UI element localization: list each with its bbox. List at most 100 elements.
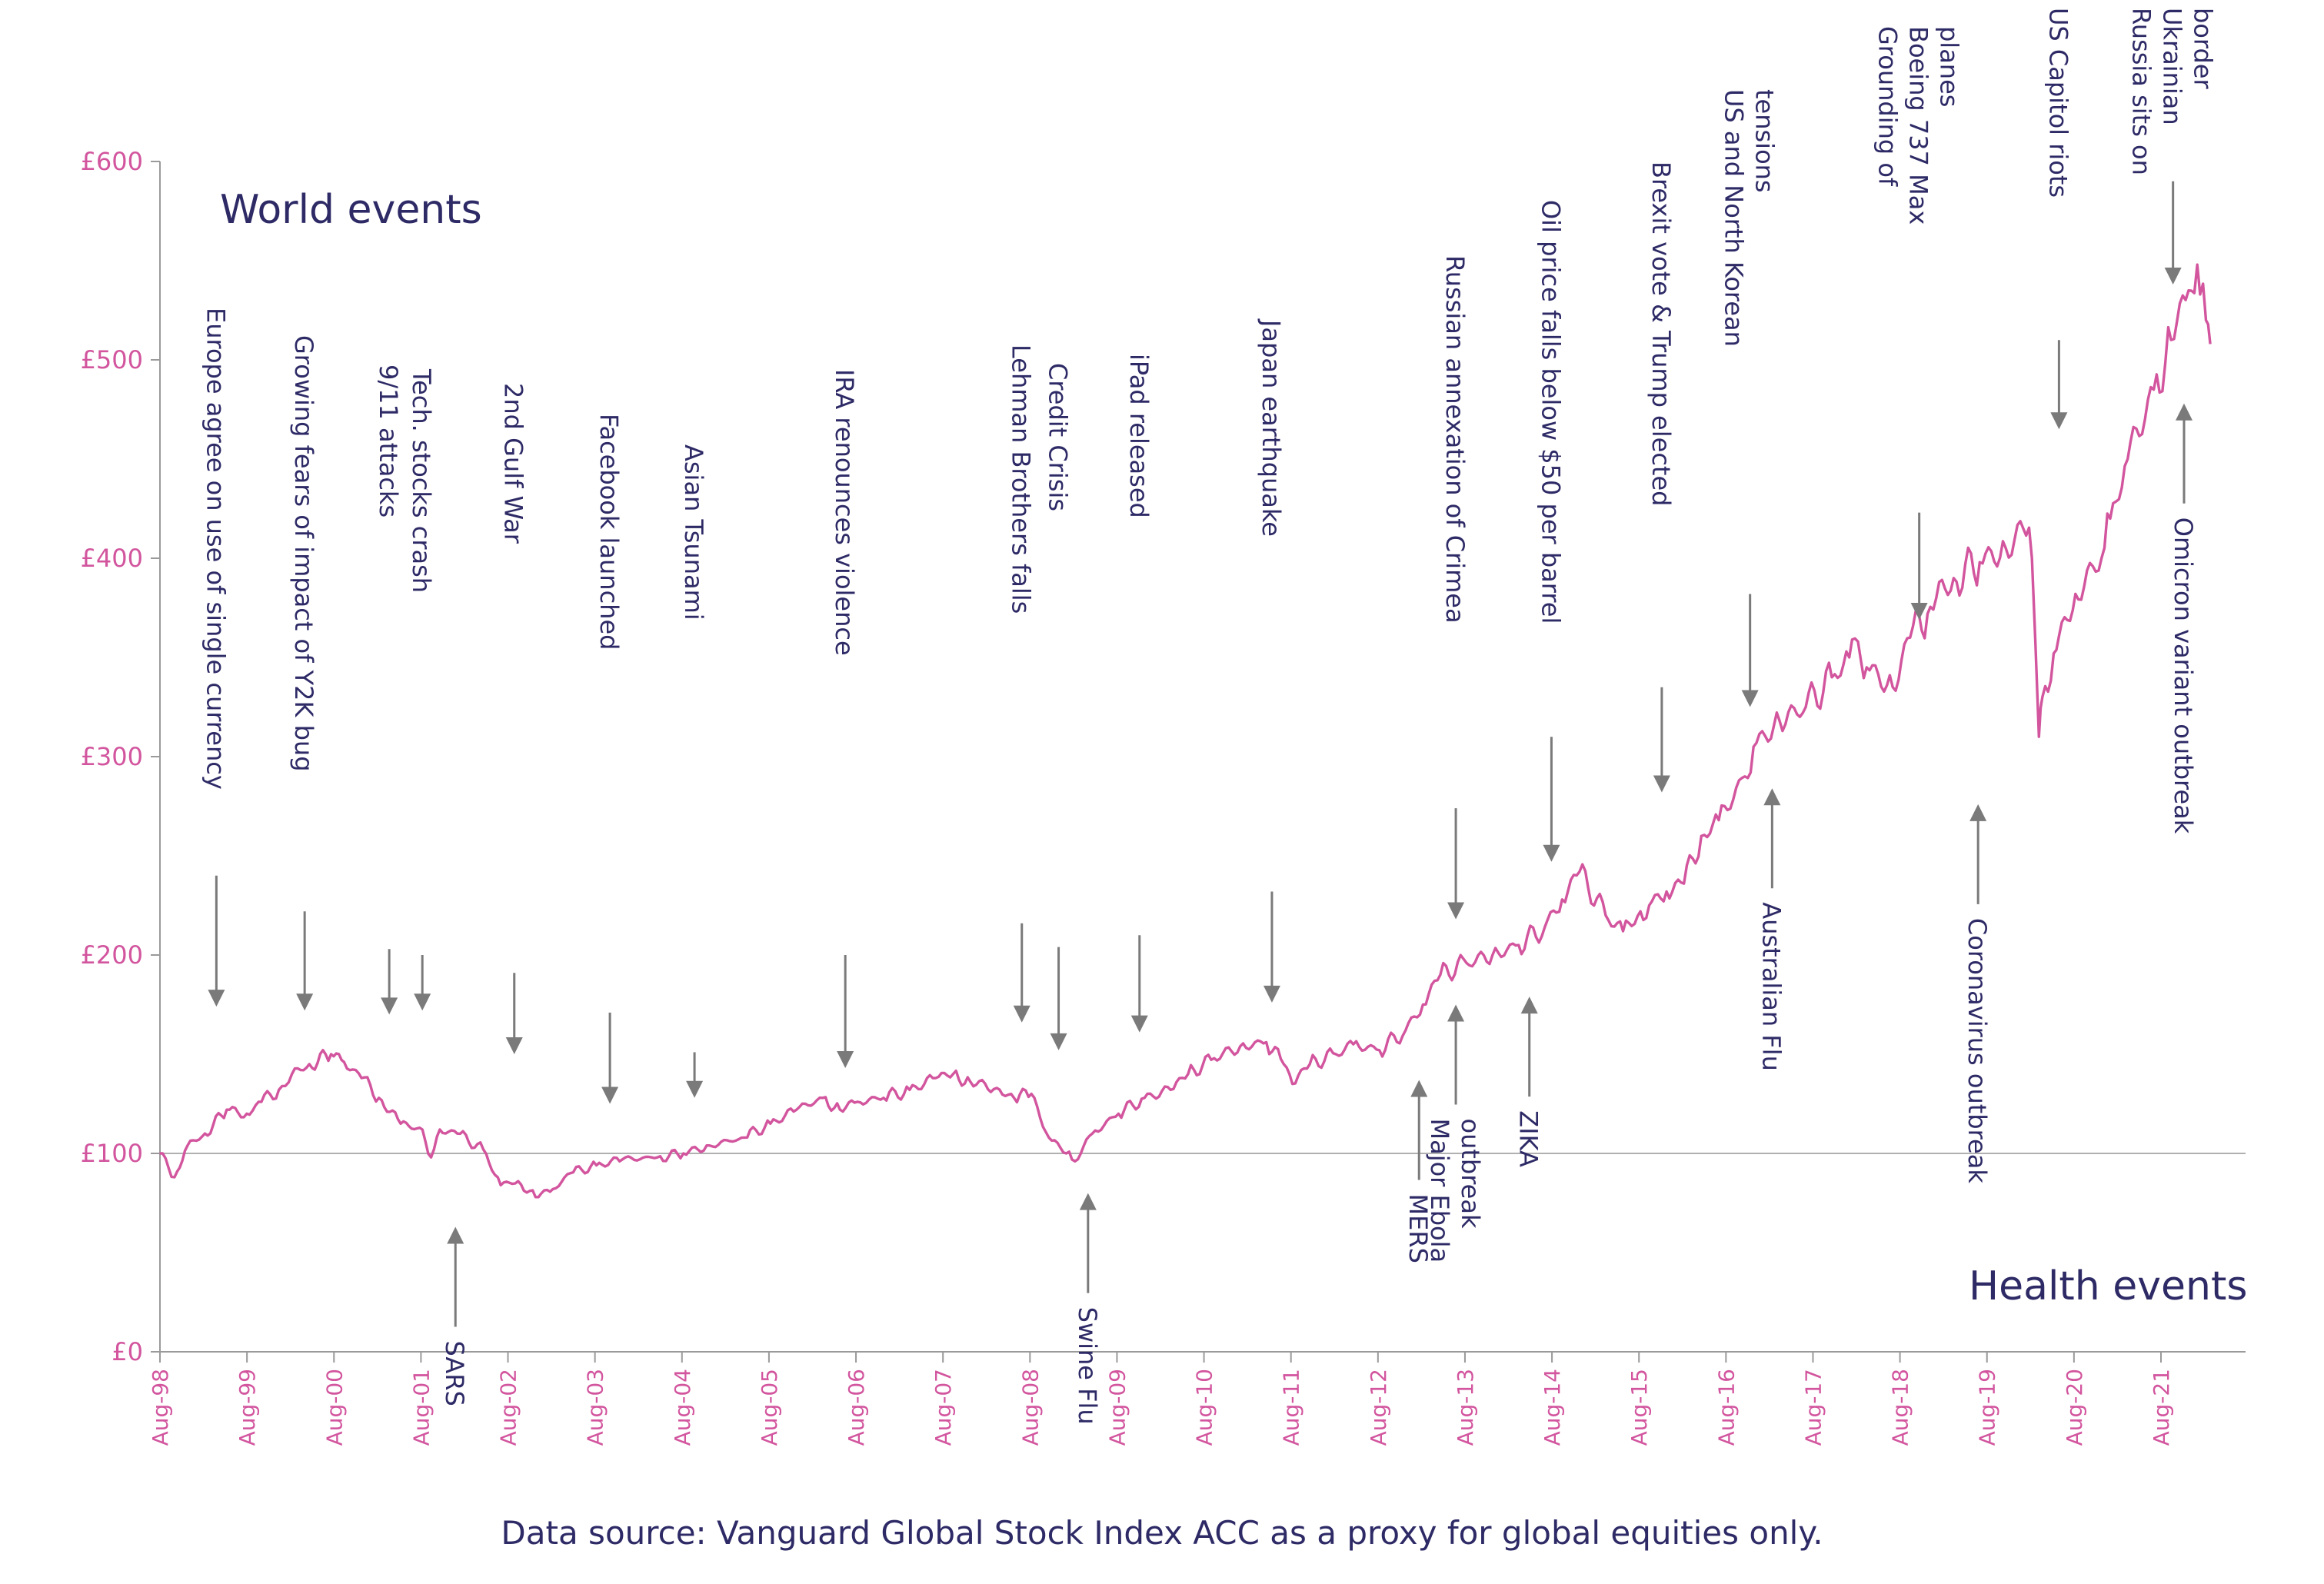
x-tick-label: Aug-07 xyxy=(931,1369,956,1446)
annotation-arrowhead xyxy=(1763,788,1781,806)
annotation-label: Oil price falls below $50 per barrel xyxy=(1536,200,1565,624)
annotation-arrowhead xyxy=(447,1226,464,1244)
annotation-arrowhead xyxy=(1447,902,1465,920)
annotation-label: Europe agree on use of single currency xyxy=(201,308,230,790)
annotation-world: Japan earthquake xyxy=(1257,318,1286,1003)
annotation-health: MERS xyxy=(1403,1080,1433,1263)
x-tick-label: Aug-08 xyxy=(1017,1369,1043,1446)
annotation-arrowhead xyxy=(505,1037,523,1054)
x-tick-label: Aug-11 xyxy=(1279,1369,1304,1446)
annotation-world: Credit Crisis xyxy=(1044,363,1073,1050)
annotation-label: ZIKA xyxy=(1514,1110,1543,1167)
x-tick-label: Aug-06 xyxy=(844,1369,869,1446)
y-tick-label: £300 xyxy=(81,742,143,771)
annotation-world: Russian annexation of Crimea xyxy=(1440,255,1470,920)
annotation-label: Growing fears of impact of Y2K bug xyxy=(289,335,318,772)
x-tick-label: Aug-19 xyxy=(1975,1369,2000,1446)
annotation-label: Major Ebola xyxy=(1425,1119,1454,1263)
world-events-heading: World events xyxy=(220,187,482,233)
annotation-label: US and North Korean xyxy=(1720,89,1749,347)
x-tick-label: Aug-15 xyxy=(1626,1369,1652,1446)
annotation-arrowhead xyxy=(1410,1080,1428,1097)
annotations: Europe agree on use of single currency Gr… xyxy=(201,8,2217,1425)
annotation-label: Grounding of xyxy=(1873,26,1903,187)
annotation-label: MERS xyxy=(1403,1194,1433,1263)
health-events-heading: Health events xyxy=(1969,1263,2247,1309)
annotation-world: Oil price falls below $50 per barrel xyxy=(1536,200,1565,862)
annotation-world: Grounding of Boeing 737 Max planes xyxy=(1873,26,1964,620)
annotation-arrowhead xyxy=(1447,1004,1465,1022)
x-tick-label: Aug-21 xyxy=(2149,1369,2174,1446)
annotation-health: Swine Flu xyxy=(1073,1193,1102,1425)
annotation-arrowhead xyxy=(2050,412,2068,430)
annotation-world: Russia sits on Ukrainian border xyxy=(2127,8,2218,285)
annotation-label: Russia sits on xyxy=(2127,8,2156,175)
annotation-world: Growing fears of impact of Y2K bug xyxy=(289,335,318,1011)
annotation-world: IRA renounces violence xyxy=(830,369,859,1069)
annotation-label: 9/11 attacks xyxy=(374,364,403,517)
annotation-health: Omicron variant outbreak xyxy=(2169,403,2198,834)
annotation-arrowhead xyxy=(686,1080,704,1098)
annotation-world: US and North Korean tensions xyxy=(1720,89,1780,707)
annotation-arrowhead xyxy=(1079,1193,1097,1210)
x-tick-label: Aug-12 xyxy=(1366,1369,1391,1446)
x-tick-label: Aug-01 xyxy=(408,1369,434,1446)
series-line xyxy=(159,263,2212,1199)
annotation-label: iPad released xyxy=(1124,354,1154,518)
x-tick-label: Aug-00 xyxy=(321,1369,347,1446)
annotation-arrowhead xyxy=(296,993,314,1011)
x-tick-label: Aug-05 xyxy=(757,1369,782,1446)
annotation-health: Australian Flu xyxy=(1756,788,1786,1071)
series-layer xyxy=(159,263,2212,1199)
annotation-label: Facebook launched xyxy=(594,414,624,650)
x-tick-label: Aug-20 xyxy=(2062,1369,2087,1446)
annotation-label: Credit Crisis xyxy=(1044,363,1073,511)
x-tick-label: Aug-10 xyxy=(1192,1369,1217,1446)
annotation-label: Asian Tsunami xyxy=(679,444,708,621)
annotation-world: 9/11 attacks xyxy=(374,364,403,1015)
x-tick-label: Aug-03 xyxy=(583,1369,608,1446)
annotation-label: Japan earthquake xyxy=(1257,318,1286,537)
annotation-label: planes xyxy=(1935,26,1964,107)
x-tick-label: Aug-14 xyxy=(1540,1369,1565,1446)
annotation-label: Boeing 737 Max xyxy=(1904,26,1933,225)
annotation-label: 2nd Gulf War xyxy=(499,383,528,544)
annotation-world: Facebook launched xyxy=(594,414,624,1104)
annotation-arrowhead xyxy=(1013,1005,1030,1023)
y-tick-label: £200 xyxy=(81,940,143,970)
x-tick-label: Aug-17 xyxy=(1800,1369,1826,1446)
annotation-label: outbreak xyxy=(1456,1119,1485,1229)
y-tick-label: £500 xyxy=(81,345,143,374)
annotation-arrowhead xyxy=(2176,403,2192,421)
annotation-label: Russian annexation of Crimea xyxy=(1440,255,1470,624)
annotation-arrowhead xyxy=(1741,690,1759,707)
annotation-arrowhead xyxy=(1050,1033,1067,1050)
annotation-arrowhead xyxy=(1520,997,1538,1014)
annotation-arrowhead xyxy=(837,1051,854,1069)
annotation-arrowhead xyxy=(601,1087,619,1104)
data-source-note: Data source: Vanguard Global Stock Index… xyxy=(501,1514,1823,1552)
axes: £0 £100 £200 £300 £400 £500 £600 Aug-98 Aug-99 Au… xyxy=(81,147,2246,1446)
annotation-label: border xyxy=(2189,8,2218,89)
annotation-health: Major Ebola outbreak xyxy=(1425,1004,1485,1263)
x-tick-label: Aug-13 xyxy=(1453,1369,1478,1446)
annotation-label: Tech. stocks crash xyxy=(407,368,436,593)
annotation-arrowhead xyxy=(381,997,398,1015)
annotation-world: Lehman Brothers falls xyxy=(1007,344,1036,1023)
annotation-label: SARS xyxy=(440,1340,469,1406)
x-tick-label: Aug-99 xyxy=(235,1369,260,1446)
annotation-arrowhead xyxy=(1130,1015,1148,1033)
annotation-label: Swine Flu xyxy=(1073,1307,1102,1425)
annotation-label: Lehman Brothers falls xyxy=(1007,344,1036,614)
annotation-world: Tech. stocks crash xyxy=(407,368,436,1011)
y-tick-label: £600 xyxy=(81,147,143,176)
x-tick-label: Aug-02 xyxy=(496,1369,521,1446)
annotation-label: Omicron variant outbreak xyxy=(2169,517,2198,834)
annotation-world: Brexit vote & Trump elected xyxy=(1646,161,1676,793)
annotation-health: Coronavirus outbreak xyxy=(1963,804,1992,1183)
annotation-health: SARS xyxy=(440,1226,469,1406)
x-tick-label: Aug-16 xyxy=(1713,1369,1739,1446)
y-tick-label: £100 xyxy=(81,1139,143,1168)
y-tick-label: £400 xyxy=(81,544,143,573)
